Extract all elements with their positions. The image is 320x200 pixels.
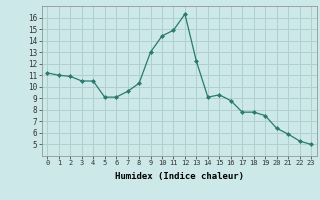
X-axis label: Humidex (Indice chaleur): Humidex (Indice chaleur) (115, 172, 244, 181)
